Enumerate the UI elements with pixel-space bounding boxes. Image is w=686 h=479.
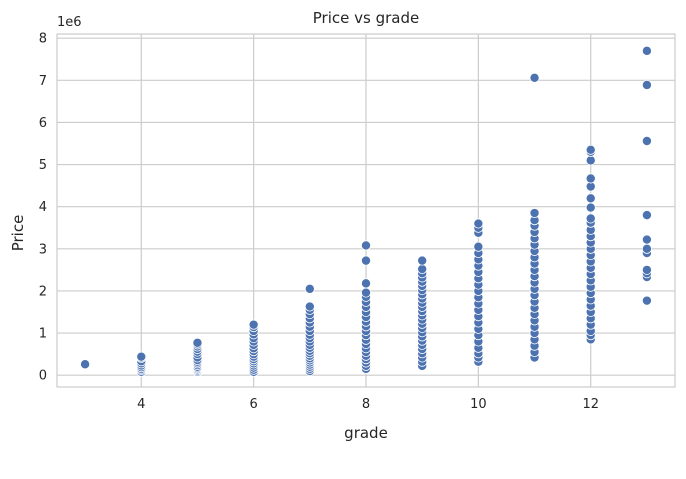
x-tick-label: 6 bbox=[249, 397, 257, 412]
chart-title: Price vs grade bbox=[313, 9, 419, 27]
y-tick-label: 1 bbox=[39, 327, 47, 342]
data-point bbox=[585, 202, 596, 213]
data-point bbox=[473, 218, 484, 229]
x-tick-label: 10 bbox=[470, 397, 487, 412]
data-point bbox=[192, 337, 203, 348]
data-point bbox=[417, 255, 428, 266]
data-point bbox=[641, 210, 652, 221]
data-point bbox=[641, 243, 652, 254]
data-point bbox=[360, 278, 371, 289]
x-tick-label: 4 bbox=[137, 397, 145, 412]
data-point bbox=[641, 135, 652, 146]
scatter-points bbox=[80, 45, 652, 377]
data-point bbox=[248, 319, 259, 330]
data-point bbox=[417, 264, 428, 275]
y-tick-labels: 0 1 2 3 4 5 6 7 8 bbox=[39, 32, 47, 384]
x-tick-label: 12 bbox=[582, 397, 599, 412]
plot-frame bbox=[56, 33, 676, 388]
data-point bbox=[585, 144, 596, 155]
grid bbox=[57, 34, 675, 387]
y-tick-label: 6 bbox=[39, 116, 47, 131]
y-tick-label: 2 bbox=[39, 284, 47, 299]
data-point bbox=[360, 240, 371, 251]
data-point bbox=[641, 79, 652, 90]
x-axis-label: grade bbox=[344, 424, 388, 442]
y-tick-label: 4 bbox=[39, 200, 47, 215]
y-tick-label: 0 bbox=[39, 369, 47, 384]
y-tick-label: 8 bbox=[39, 32, 47, 47]
x-tick-label: 8 bbox=[362, 397, 370, 412]
data-point bbox=[136, 351, 147, 362]
y-tick-label: 7 bbox=[39, 74, 47, 89]
y-axis-label: Price bbox=[9, 215, 27, 252]
data-point bbox=[585, 213, 596, 224]
data-point bbox=[529, 208, 540, 219]
x-tick-labels: 4 6 8 10 12 bbox=[137, 397, 599, 412]
data-point bbox=[304, 301, 315, 312]
data-point bbox=[585, 173, 596, 184]
data-point bbox=[641, 295, 652, 306]
data-point bbox=[585, 155, 596, 166]
data-point bbox=[641, 264, 652, 275]
data-point bbox=[641, 234, 652, 245]
data-point bbox=[360, 287, 371, 298]
data-point bbox=[304, 283, 315, 294]
data-point bbox=[360, 255, 371, 266]
data-point bbox=[641, 45, 652, 56]
y-tick-label: 5 bbox=[39, 158, 47, 173]
data-point bbox=[80, 359, 91, 370]
y-offset-text: 1e6 bbox=[57, 15, 82, 30]
y-tick-label: 3 bbox=[39, 242, 47, 257]
data-point bbox=[473, 241, 484, 252]
data-point bbox=[529, 72, 540, 83]
data-point bbox=[585, 193, 596, 204]
